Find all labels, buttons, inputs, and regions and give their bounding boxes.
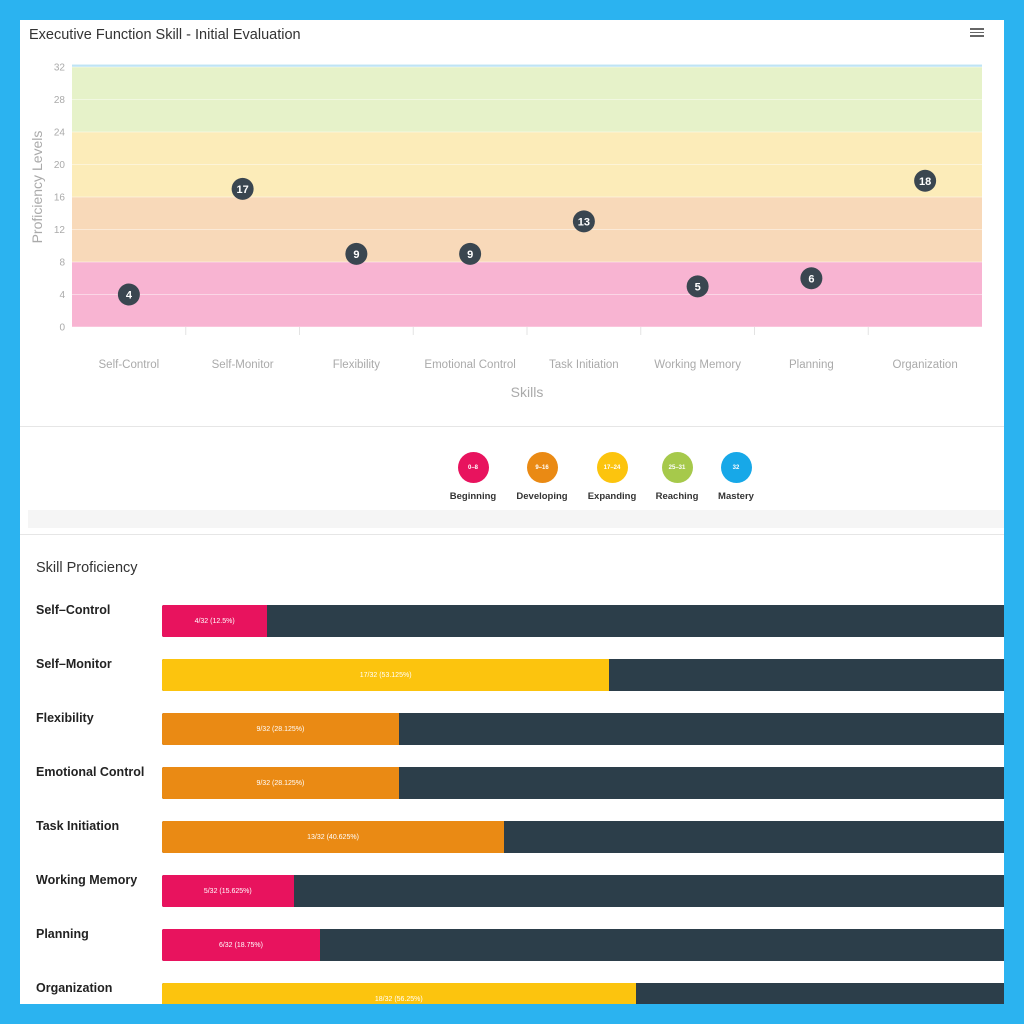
proficiency-row-label: Task Initiation [36, 819, 120, 833]
band-2 [72, 132, 982, 197]
legend-item-reaching: 25–31 Reaching [642, 452, 712, 502]
x-axis-title: Skills [511, 384, 544, 400]
data-label: 18 [919, 176, 931, 188]
scatter-chart: 0 4 8 12 16 20 24 28 32 Self-Control Self-Monitor F… [29, 63, 982, 400]
legend-dot: 32 [720, 452, 752, 483]
progress-track: 17/32 (53.125%) [162, 659, 1004, 691]
band-3 [72, 67, 982, 132]
progress-track: 13/32 (40.625%) [162, 821, 1004, 853]
x-tick-label: Flexibility [333, 359, 381, 371]
progress-fill: 18/32 (56.25%) [162, 983, 636, 1004]
y-tick-label: 16 [54, 193, 66, 204]
x-tick-label: Task Initiation [549, 359, 619, 371]
x-tick-label: Emotional Control [424, 359, 515, 371]
data-point[interactable] [572, 210, 595, 233]
legend-label: Mastery [718, 491, 754, 502]
progress-fill: 5/32 (15.625%) [162, 875, 294, 907]
progress-fill: 4/32 (12.5%) [162, 605, 268, 637]
progress-track: 6/32 (18.75%) [162, 929, 1004, 961]
x-tick-label: Working Memory [654, 359, 741, 371]
x-tick-label: Planning [789, 359, 834, 371]
progress-track: 9/32 (28.125%) [162, 767, 1004, 799]
data-point[interactable] [686, 275, 709, 298]
progress-fill: 6/32 (18.75%) [162, 929, 320, 961]
y-tick-label: 4 [59, 290, 65, 301]
progress-fill: 9/32 (28.125%) [162, 767, 399, 799]
x-tick-label: Organization [893, 359, 958, 371]
section-divider [20, 534, 1004, 535]
proficiency-legend: 0–8 Beginning 9–16 Developing 17–24 Expanding… [20, 428, 1004, 528]
progress-fill: 13/32 (40.625%) [162, 821, 505, 853]
legend-dot: 25–31 [661, 452, 693, 483]
x-tick-label: Self-Control [99, 359, 160, 371]
proficiency-row-label: Emotional Control [36, 765, 145, 779]
progress-track: 9/32 (28.125%) [162, 713, 1004, 745]
band-1 [72, 197, 982, 262]
chart-menu-icon[interactable] [970, 26, 984, 38]
y-axis-title: Proficiency Levels [29, 131, 45, 244]
proficiency-row-label: Planning [36, 927, 89, 941]
data-point[interactable] [345, 242, 368, 265]
proficiency-row-label: Flexibility [36, 711, 94, 725]
legend-label: Expanding [587, 491, 637, 502]
progress-fill: 9/32 (28.125%) [162, 713, 399, 745]
legend-item-developing: 9–16 Developing [507, 452, 577, 502]
data-label: 5 [695, 281, 701, 293]
proficiency-row: Emotional Control 9/32 (28.125%) [36, 765, 1004, 799]
proficiency-row: Working Memory 5/32 (15.625%) [36, 873, 1004, 907]
proficiency-row-label: Self–Control [36, 603, 111, 617]
band-4 [72, 64, 982, 67]
dashboard-frame: 0 4 8 12 16 20 24 28 32 Self-Control Self-Monitor F… [20, 20, 1004, 1004]
legend-item-expanding: 17–24 Expanding [577, 452, 647, 502]
data-point[interactable] [459, 242, 482, 265]
y-tick-label: 28 [54, 95, 66, 106]
band-0 [72, 262, 982, 327]
progress-track: 5/32 (15.625%) [162, 875, 1004, 907]
y-tick-label: 32 [54, 63, 66, 74]
skill-proficiency-title: Skill Proficiency [36, 560, 138, 576]
legend-label: Developing [516, 491, 568, 502]
y-tick-label: 0 [59, 323, 65, 334]
data-label: 17 [237, 184, 249, 196]
data-label: 4 [126, 290, 133, 302]
data-point[interactable] [231, 177, 254, 200]
legend-item-beginning: 0–8 Beginning [438, 452, 508, 502]
y-tick-label: 12 [54, 225, 66, 236]
proficiency-row-label: Working Memory [36, 873, 138, 887]
legend-dot: 0–8 [457, 452, 489, 483]
proficiency-row-label: Self–Monitor [36, 657, 112, 671]
data-label: 9 [467, 249, 473, 261]
progress-track: 4/32 (12.5%) [162, 605, 1004, 637]
x-tick-label: Self-Monitor [212, 359, 274, 371]
proficiency-row: Flexibility 9/32 (28.125%) [36, 711, 1004, 745]
y-tick-label: 20 [54, 160, 66, 171]
data-label: 13 [578, 216, 590, 228]
proficiency-row: Self–Monitor 17/32 (53.125%) [36, 657, 1004, 691]
chart-title: Executive Function Skill - Initial Evalu… [29, 27, 301, 43]
data-label: 6 [808, 273, 814, 285]
legend-label: Beginning [449, 491, 497, 502]
progress-track: 18/32 (56.25%) [162, 983, 1004, 1004]
progress-fill: 17/32 (53.125%) [162, 659, 610, 691]
legend-footer-band [28, 510, 1004, 528]
legend-dot: 9–16 [526, 452, 558, 483]
chart-divider [20, 426, 1004, 427]
legend-label: Reaching [655, 491, 699, 502]
data-point[interactable] [117, 283, 140, 306]
data-label: 9 [353, 249, 359, 261]
y-tick-label: 8 [59, 258, 65, 269]
proficiency-row: Task Initiation 13/32 (40.625%) [36, 819, 1004, 853]
legend-item-mastery: 32 Mastery [701, 452, 771, 502]
legend-dot: 17–24 [596, 452, 628, 483]
proficiency-row: Organization 18/32 (56.25%) [36, 981, 1004, 1004]
y-tick-label: 24 [54, 128, 66, 139]
proficiency-row: Self–Control 4/32 (12.5%) [36, 603, 1004, 637]
data-point[interactable] [914, 169, 937, 192]
proficiency-row: Planning 6/32 (18.75%) [36, 927, 1004, 961]
data-point[interactable] [800, 267, 823, 290]
proficiency-row-label: Organization [36, 981, 113, 995]
